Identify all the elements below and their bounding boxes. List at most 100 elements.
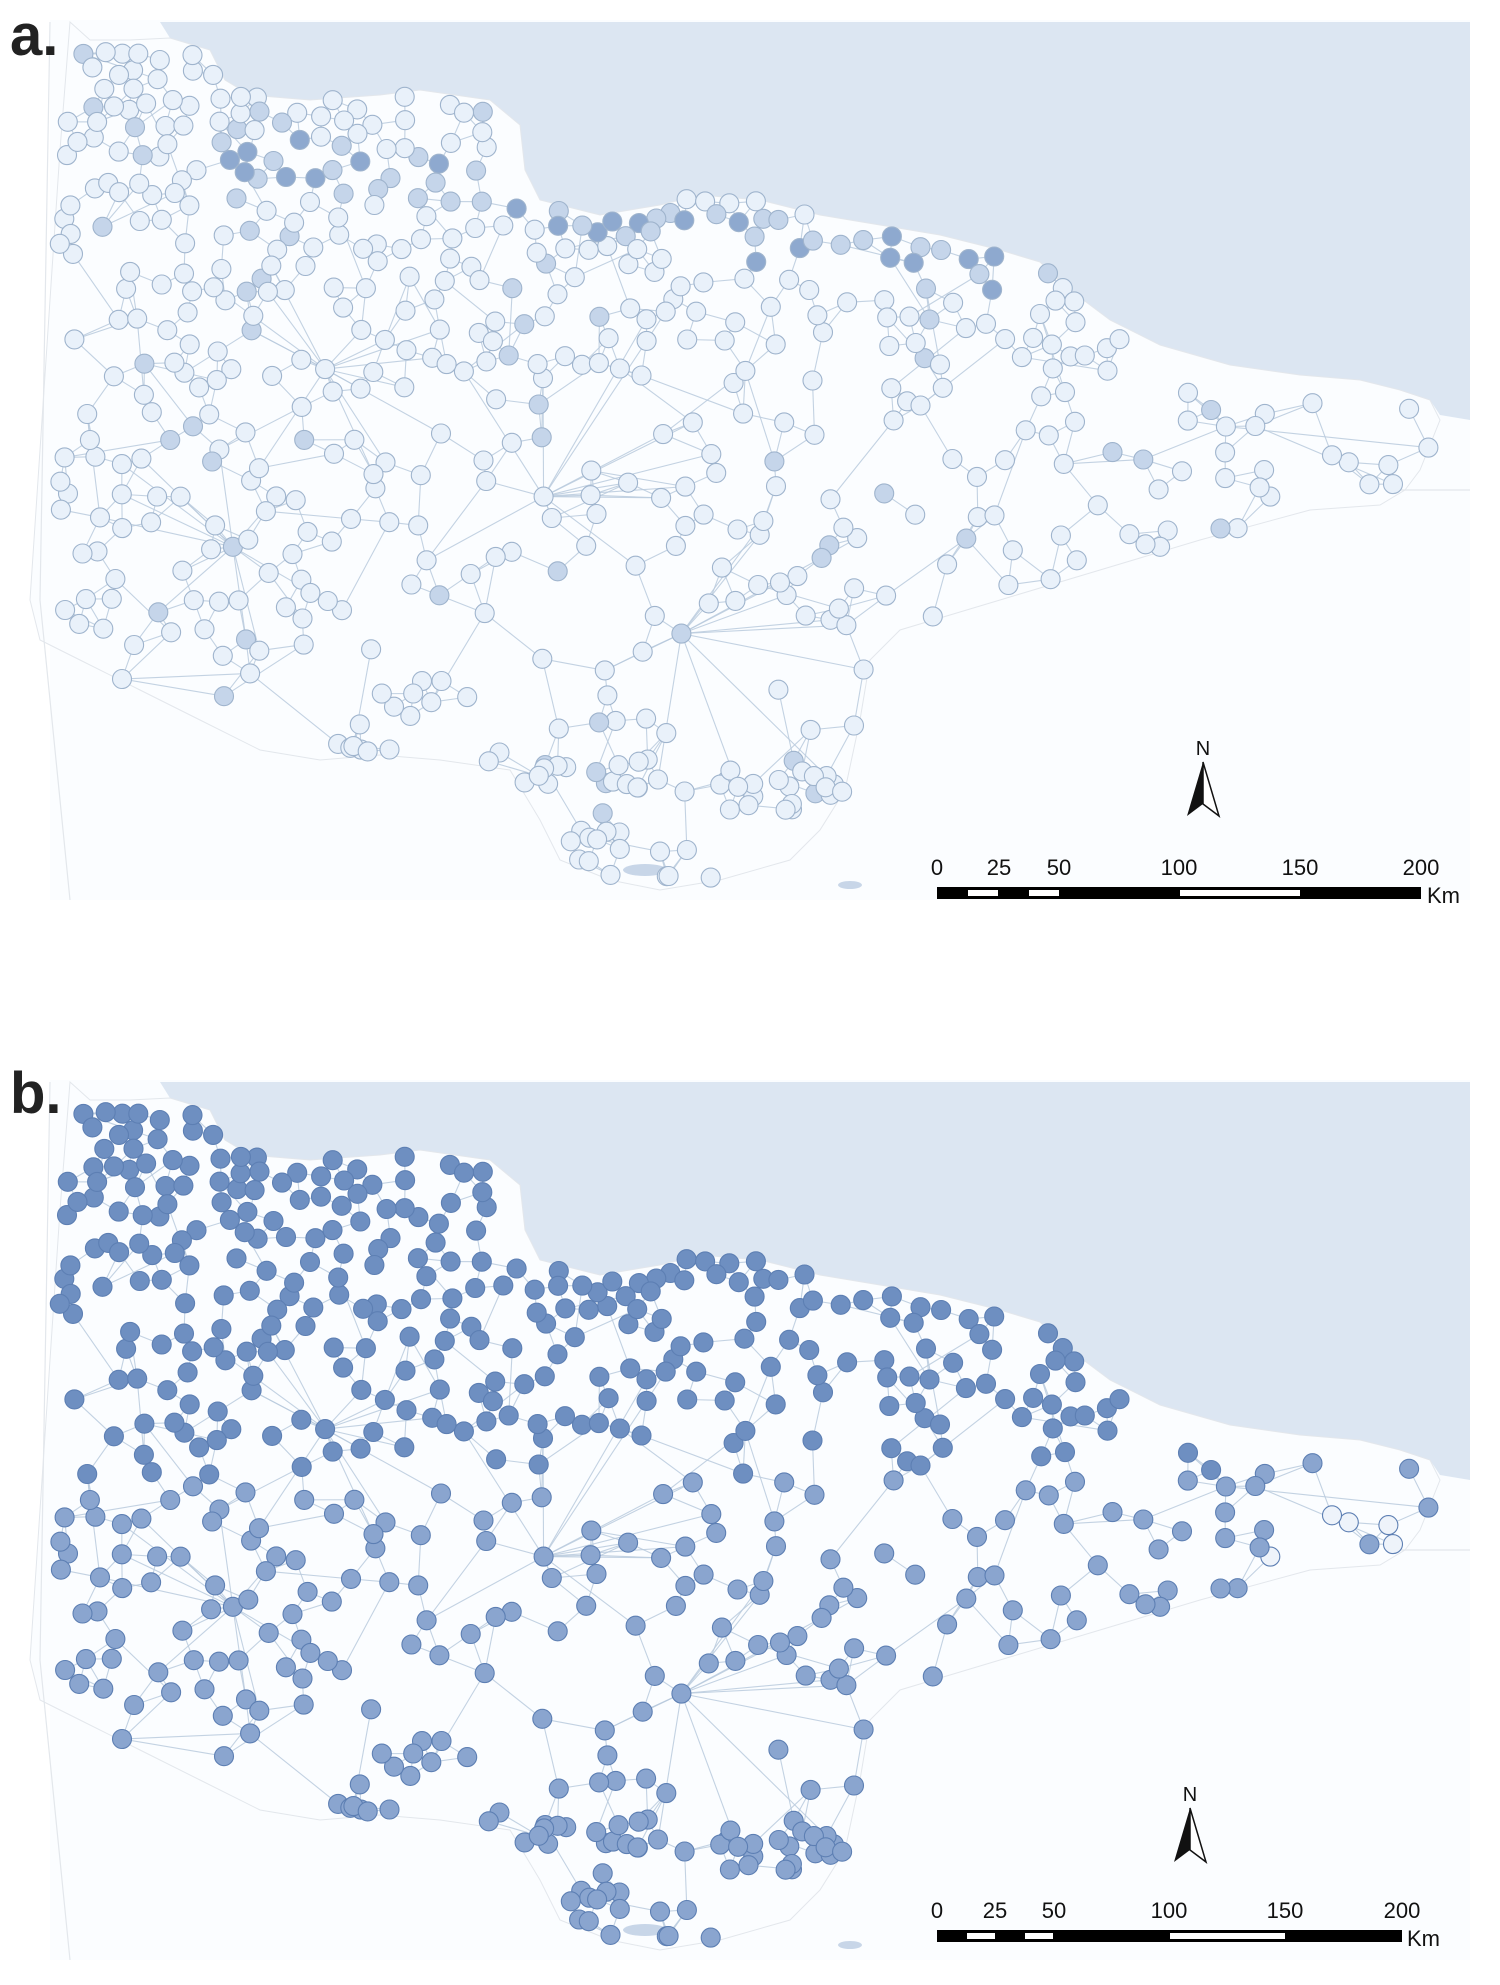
- network-edge: [543, 1379, 647, 1557]
- network-node: [109, 1242, 130, 1263]
- network-node: [362, 114, 383, 135]
- network-edge: [680, 534, 761, 634]
- network-node: [349, 1774, 370, 1795]
- network-node: [212, 1705, 233, 1726]
- network-node: [151, 1269, 172, 1290]
- network-edge: [920, 1398, 1006, 1466]
- network-node: [108, 1369, 129, 1390]
- network-edge: [444, 280, 496, 323]
- network-edge: [541, 658, 560, 729]
- network-node: [361, 639, 382, 660]
- network-node: [853, 659, 874, 680]
- network-edge: [909, 1333, 980, 1378]
- network-node: [655, 301, 676, 322]
- network-node: [547, 284, 568, 305]
- network-node: [670, 276, 691, 297]
- network-node: [764, 1511, 785, 1532]
- network-node: [295, 255, 316, 277]
- network-node: [329, 224, 350, 245]
- network-edge: [641, 1434, 744, 1475]
- network-node: [101, 1648, 122, 1669]
- network-node: [548, 215, 569, 236]
- network-node: [1040, 1629, 1061, 1650]
- network-edge: [641, 374, 744, 415]
- network-node: [837, 292, 858, 313]
- network-node: [212, 645, 233, 666]
- network-node: [237, 141, 258, 162]
- network-node: [700, 867, 721, 888]
- network-edge: [606, 245, 631, 309]
- network-node: [111, 454, 132, 475]
- network-node: [108, 1201, 129, 1222]
- network-edge: [543, 496, 636, 567]
- network-node: [820, 1549, 841, 1570]
- network-node: [453, 361, 474, 382]
- network-node: [493, 1275, 514, 1296]
- network-node: [592, 803, 613, 824]
- network-node: [50, 499, 71, 520]
- network-node: [75, 589, 96, 610]
- network-node: [179, 1255, 200, 1276]
- network-node: [675, 1575, 696, 1596]
- network-node: [395, 300, 416, 321]
- network-node: [910, 395, 931, 416]
- network-node: [50, 471, 71, 492]
- network-node: [576, 535, 597, 556]
- network-edge: [681, 1684, 847, 1695]
- network-node: [486, 1449, 507, 1470]
- network-edge: [265, 510, 352, 520]
- network-node: [453, 1421, 474, 1442]
- network-node: [331, 1660, 353, 1681]
- network-node: [164, 182, 185, 204]
- network-node: [984, 1306, 1005, 1327]
- network-node: [555, 1298, 576, 1319]
- network-node: [812, 1382, 834, 1403]
- network-node: [1042, 358, 1063, 379]
- network-edge: [121, 631, 172, 680]
- network-node: [350, 151, 371, 172]
- network-edge: [463, 371, 545, 497]
- network-node: [160, 429, 181, 451]
- network-node: [116, 278, 137, 299]
- network-node: [209, 1171, 230, 1192]
- network-node: [89, 1567, 111, 1588]
- network-node: [676, 1249, 697, 1270]
- network-node: [881, 378, 902, 399]
- network-node: [226, 1248, 247, 1269]
- network-node: [410, 229, 432, 250]
- network-node: [425, 172, 446, 193]
- network-node: [609, 358, 630, 379]
- network-node: [108, 64, 130, 85]
- network-node: [800, 719, 821, 740]
- network-node: [768, 679, 789, 700]
- network-node: [1382, 1534, 1404, 1555]
- network-node: [440, 1308, 461, 1329]
- network-node: [748, 574, 769, 596]
- network-node: [207, 1401, 228, 1422]
- network-node: [815, 1837, 836, 1858]
- network-node: [333, 1243, 354, 1264]
- network-node: [969, 264, 990, 285]
- network-node: [395, 1360, 416, 1381]
- network-node: [1038, 1485, 1059, 1506]
- network-node: [674, 1270, 695, 1291]
- network-node: [472, 1182, 493, 1203]
- network-node: [644, 1665, 665, 1686]
- network-node: [675, 476, 696, 497]
- network-node: [560, 1891, 581, 1912]
- network-node: [333, 297, 354, 318]
- network-node: [120, 1321, 141, 1342]
- network-node: [371, 683, 392, 704]
- network-node: [203, 64, 224, 85]
- network-node: [82, 57, 103, 78]
- network-node: [915, 278, 937, 299]
- network-node: [206, 370, 227, 391]
- network-node: [440, 132, 461, 153]
- network-node: [207, 341, 228, 362]
- network-node: [408, 515, 429, 536]
- network-node: [698, 593, 719, 614]
- network-node: [1029, 1363, 1051, 1385]
- network-node: [580, 1545, 601, 1566]
- network-node: [586, 503, 607, 525]
- network-node: [363, 361, 384, 383]
